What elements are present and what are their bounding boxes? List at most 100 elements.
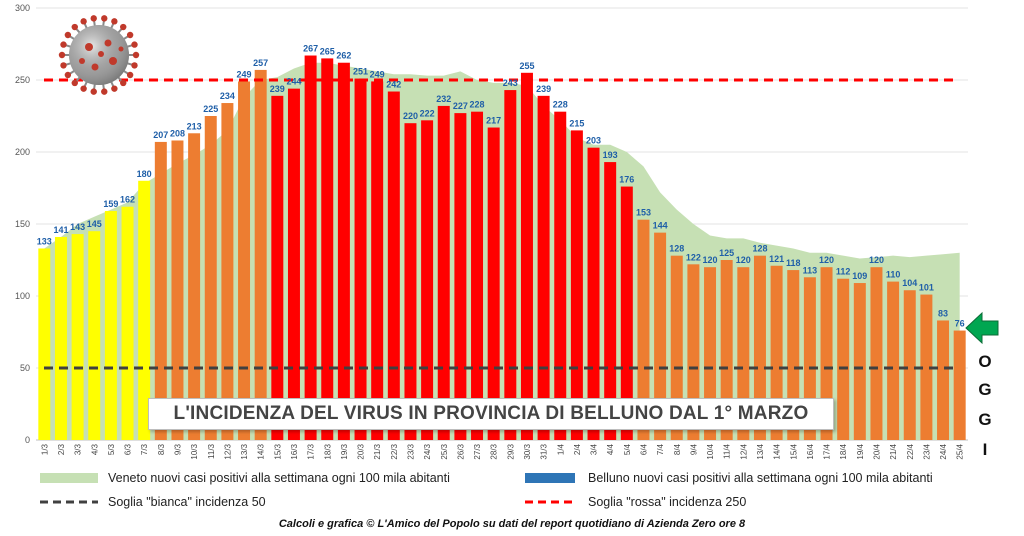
x-tick-label: 25/3	[440, 443, 449, 459]
bar-25/3	[437, 105, 450, 441]
bar-value-label: 203	[586, 136, 601, 146]
x-tick-label: 16/4	[806, 443, 815, 459]
bar-value-label: 109	[852, 271, 867, 281]
x-tick-label: 1/3	[40, 443, 49, 455]
bar-12/3	[221, 103, 234, 440]
bar-value-label: 222	[420, 108, 435, 118]
x-tick-label: 17/3	[307, 443, 316, 459]
bar-value-label: 208	[170, 128, 185, 138]
virus-spike-tip	[131, 41, 138, 48]
bar-value-label: 193	[603, 150, 618, 160]
bar-value-label: 120	[819, 255, 834, 265]
today-arrow-icon	[965, 311, 999, 345]
x-tick-label: 24/4	[939, 443, 948, 459]
bar-value-label: 217	[486, 116, 501, 126]
bar-17/3	[304, 55, 317, 441]
bar-23/3	[404, 123, 417, 440]
virus-spike-tip	[90, 88, 97, 95]
bar-7/4	[654, 232, 667, 440]
bar-value-label: 267	[303, 44, 318, 54]
x-tick-label: 30/3	[523, 443, 532, 459]
legend-bianca-label: Soglia "bianca" incidenza 50	[108, 495, 266, 509]
bar-value-label: 122	[686, 252, 701, 262]
y-tick-label: 150	[15, 219, 30, 229]
bar-value-label: 232	[436, 94, 451, 104]
bar-27/3	[471, 111, 484, 441]
x-tick-label: 13/4	[756, 443, 765, 459]
x-tick-label: 5/4	[623, 443, 632, 455]
virus-spike-tip	[64, 31, 72, 39]
x-tick-label: 15/3	[273, 443, 282, 459]
x-tick-label: 22/3	[390, 443, 399, 459]
bar-5/4	[620, 186, 633, 440]
bar-value-label: 121	[769, 254, 784, 264]
legend-belluno-label: Belluno nuovi casi positivi alla settima…	[588, 471, 933, 485]
bar-value-label: 110	[886, 270, 901, 280]
bar-10/4	[704, 267, 717, 440]
virus-spike-tip	[101, 88, 108, 95]
bar-14/3	[254, 69, 267, 441]
bar-18/3	[321, 58, 334, 441]
bar-8/4	[670, 255, 683, 440]
bar-4/3	[88, 231, 101, 440]
x-tick-label: 14/4	[773, 443, 782, 459]
bar-31/3	[537, 95, 550, 440]
x-tick-label: 13/3	[240, 443, 249, 459]
bar-value-label: 262	[336, 51, 351, 61]
virus-spike-tip	[58, 51, 66, 59]
x-tick-label: 31/3	[540, 443, 549, 459]
bar-value-label: 234	[220, 91, 235, 101]
bar-6/4	[637, 219, 650, 440]
bar-21/3	[371, 81, 384, 440]
bar-24/3	[421, 120, 434, 440]
bar-9/3	[171, 140, 184, 441]
virus-spike-tip	[60, 41, 67, 48]
chart-title: L'INCIDENZA DEL VIRUS IN PROVINCIA DI BE…	[173, 403, 809, 424]
bar-4/4	[604, 162, 617, 440]
x-tick-label: 6/4	[639, 443, 648, 455]
x-tick-label: 21/4	[889, 443, 898, 459]
x-tick-label: 1/4	[556, 443, 565, 455]
x-tick-label: 9/3	[173, 443, 182, 455]
bar-5/3	[104, 211, 117, 440]
bar-value-label: 162	[120, 195, 135, 205]
virus-spike-tip	[71, 23, 78, 31]
bar-10/3	[188, 133, 201, 440]
x-tick-label: 27/3	[473, 443, 482, 459]
bar-value-label: 128	[669, 244, 684, 254]
bar-value-label: 118	[786, 258, 801, 268]
today-letter-i: I	[982, 440, 988, 459]
x-tick-label: 23/3	[406, 443, 415, 459]
bar-value-label: 176	[619, 175, 634, 185]
bar-value-label: 120	[736, 255, 751, 265]
x-axis-ticks: 1/3 2/3 3/3 4/3 5/3 6/3 7/3 8/3 9/3 10/3 11/3 12/3 1…	[40, 443, 964, 459]
bar-value-label: 133	[37, 236, 52, 246]
bar-7/3	[138, 180, 151, 441]
bar-16/4	[803, 277, 816, 440]
x-tick-label: 26/3	[456, 443, 465, 459]
bar-value-label: 227	[453, 101, 468, 111]
x-tick-label: 19/4	[856, 443, 865, 459]
virus-icon	[58, 15, 140, 95]
bar-value-label: 180	[137, 169, 152, 179]
bar-15/3	[271, 95, 284, 440]
bar-value-label: 144	[653, 221, 668, 231]
bar-30/3	[520, 72, 533, 441]
y-tick-label: 100	[15, 291, 30, 301]
y-axis-ticks: 0 50 100 150 200 250 300	[15, 3, 30, 445]
bar-20/3	[354, 78, 367, 440]
virus-spike-tip	[64, 71, 72, 79]
bar-19/3	[337, 62, 350, 440]
x-tick-label: 2/3	[57, 443, 66, 455]
bar-2/3	[54, 236, 67, 440]
y-tick-label: 250	[15, 75, 30, 85]
bar-value-label: 242	[386, 80, 401, 90]
bar-value-label: 213	[187, 121, 202, 131]
x-tick-label: 3/3	[74, 443, 83, 455]
bar-value-label: 120	[703, 255, 718, 265]
legend-veneto-label: Veneto nuovi casi positivi alla settiman…	[108, 471, 450, 485]
bar-13/3	[238, 81, 251, 440]
today-letter-g1: G	[978, 380, 992, 399]
